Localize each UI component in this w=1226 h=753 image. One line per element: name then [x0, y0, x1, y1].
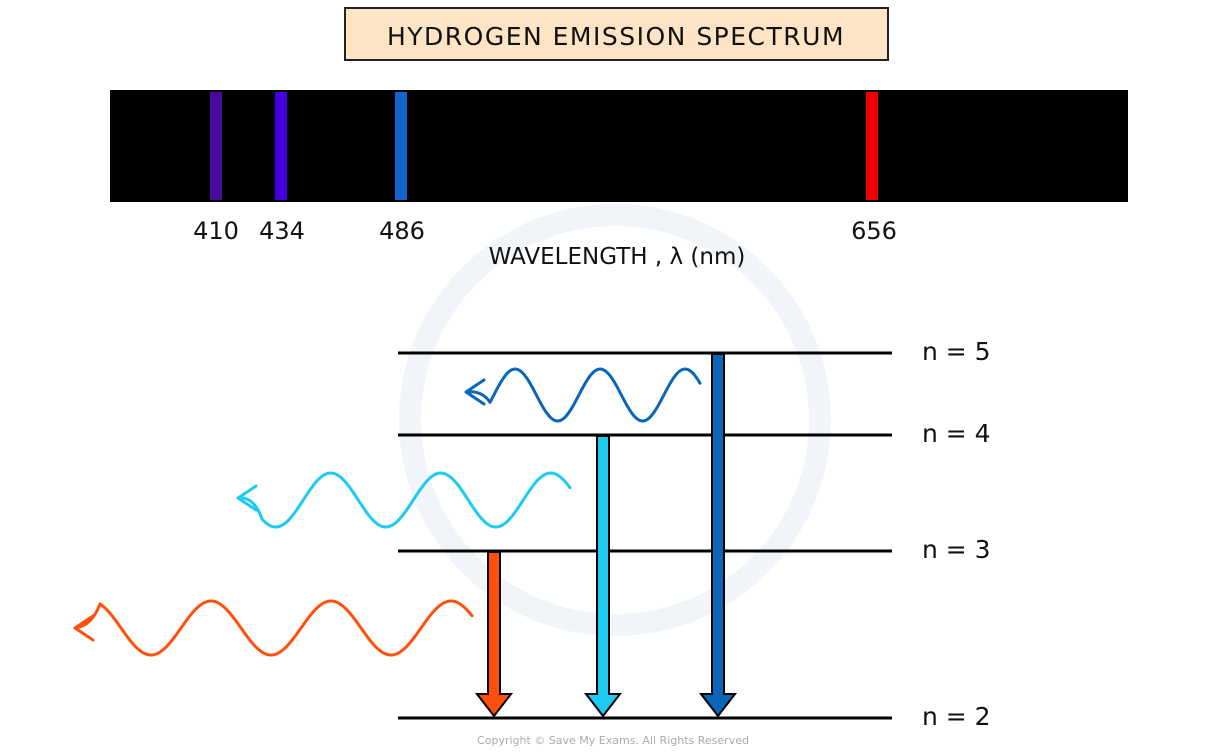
wavelength-label-410: 410: [193, 217, 239, 245]
level-label-n4: n = 4: [922, 419, 991, 448]
wavelength-label-434: 434: [259, 217, 305, 245]
transition-arrow-4-to-2: [583, 435, 623, 718]
axis-label: WAVELENGTH , λ (nm): [489, 244, 746, 270]
diagram-title: HYDROGEN EMISSION SPECTRUM: [387, 22, 845, 51]
photon-wave-orange: [73, 599, 474, 657]
level-label-n3: n = 3: [922, 535, 991, 564]
wavelength-label-656: 656: [851, 217, 897, 245]
spectral-line-410: [210, 92, 222, 200]
transition-arrow-3-to-2: [474, 551, 514, 718]
transition-arrow-5-to-2: [698, 353, 738, 718]
wavelength-label-486: 486: [379, 217, 425, 245]
spectral-line-486: [395, 92, 407, 200]
spectral-line-434: [275, 92, 287, 200]
level-label-n2: n = 2: [922, 702, 991, 731]
photon-wave-cyan: [236, 471, 572, 529]
title-box: HYDROGEN EMISSION SPECTRUM: [344, 7, 889, 61]
watermark-logo: [399, 204, 831, 636]
spectrum-bar: [110, 90, 1128, 202]
level-label-n5: n = 5: [922, 337, 991, 366]
copyright-text: Copyright © Save My Exams. All Rights Re…: [477, 734, 749, 747]
photon-wave-blue: [464, 367, 702, 423]
spectral-line-656: [866, 92, 878, 200]
